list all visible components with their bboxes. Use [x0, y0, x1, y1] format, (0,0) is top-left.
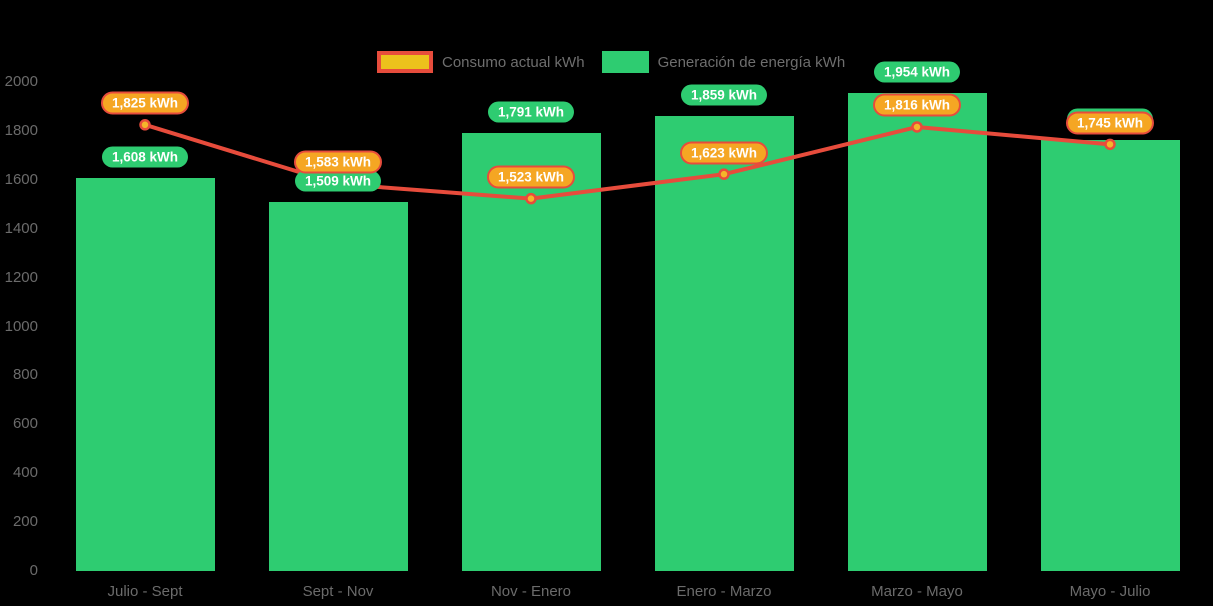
x-axis-label: Julio - Sept [107, 583, 183, 600]
y-tick-label: 600 [12, 415, 38, 433]
y-tick-label: 1800 [4, 121, 38, 139]
x-axis-label: Nov - Enero [490, 583, 572, 600]
y-tick-label: 1000 [4, 317, 38, 335]
generation-value-badge: 1,954 kWh [873, 61, 961, 83]
generation-bar[interactable] [268, 202, 408, 571]
y-tick-label: 200 [12, 513, 38, 531]
consumption-value-badge: 1,583 kWh [293, 150, 383, 174]
x-axis-label: Marzo - Mayo [871, 583, 963, 600]
legend-label-generation: Generación de energía kWh [657, 53, 846, 71]
y-tick-label: 1600 [4, 170, 38, 188]
generation-bar[interactable] [461, 133, 601, 571]
consumption-value-badge: 1,523 kWh [486, 165, 576, 189]
line-point-marker[interactable] [1104, 138, 1116, 151]
consumption-value-badge: 1,825 kWh [100, 91, 190, 115]
consumption-value-badge: 1,623 kWh [679, 141, 769, 165]
legend-item-consumption[interactable]: Consumo actual kWh [377, 51, 585, 73]
line-point-marker[interactable] [718, 168, 730, 180]
y-tick-label: 800 [12, 366, 38, 384]
generation-bar[interactable] [75, 177, 215, 571]
generation-value-badge: 1,791 kWh [487, 101, 575, 123]
line-point-marker[interactable] [911, 121, 923, 133]
x-axis-label: Enero - Marzo [676, 583, 772, 600]
generation-value-badge: 1,859 kWh [680, 84, 768, 106]
x-axis-label: Mayo - Julio [1069, 583, 1151, 600]
consumption-value-badge: 1,745 kWh [1065, 111, 1155, 135]
y-tick-label: 1400 [4, 219, 38, 237]
x-axis-label: Sept - Nov [302, 583, 374, 600]
legend-label-consumption: Consumo actual kWh [442, 53, 585, 71]
line-point-marker[interactable] [525, 192, 537, 205]
y-tick-label: 1200 [4, 268, 38, 286]
generation-value-badge: 1,608 kWh [101, 146, 189, 168]
generation-bar[interactable] [847, 93, 987, 571]
y-tick-label: 0 [29, 562, 38, 579]
generation-bar[interactable] [654, 116, 794, 571]
y-tick-label: 400 [12, 464, 38, 482]
generation-value-badge: 1,509 kWh [294, 170, 382, 192]
y-tick-label: 2000 [4, 73, 38, 90]
consumption-value-badge: 1,816 kWh [872, 93, 962, 117]
legend-item-generation[interactable]: Generación de energía kWh [601, 51, 846, 73]
chart-legend: Consumo actual kWh Generación de energía… [377, 51, 845, 73]
line-point-marker[interactable] [139, 119, 151, 131]
generation-swatch-icon [601, 51, 649, 73]
generation-bar[interactable] [1040, 140, 1180, 571]
consumption-swatch-icon [377, 51, 433, 73]
